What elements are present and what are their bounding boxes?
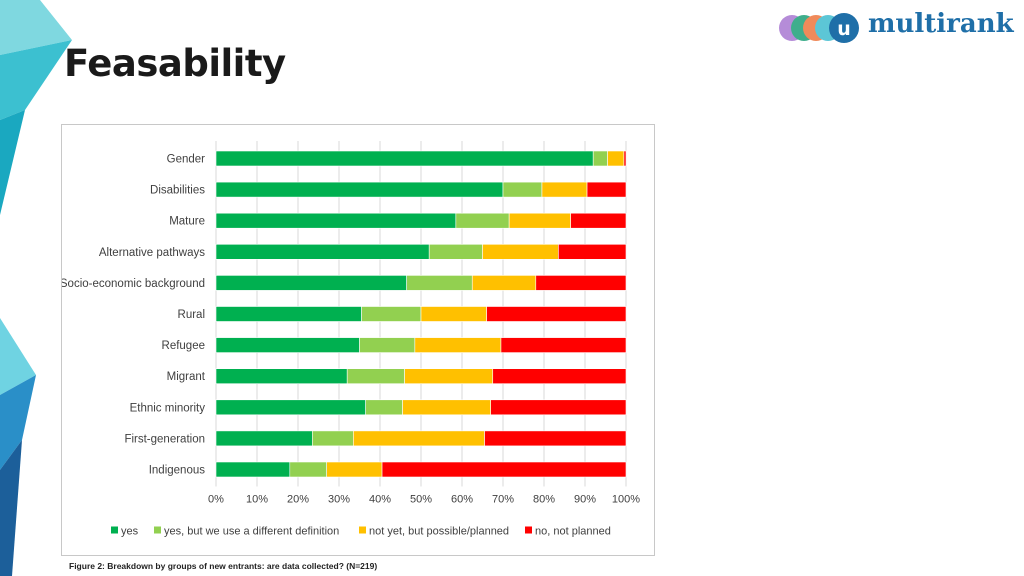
bar-segment bbox=[215, 461, 291, 478]
decorative-shapes bbox=[0, 0, 72, 576]
deco-triangle bbox=[0, 440, 22, 576]
bar-segment bbox=[541, 181, 588, 198]
bar-segment bbox=[592, 150, 608, 167]
legend-label: yes, but we use a different definition bbox=[164, 526, 339, 538]
chart-frame: Gender Disabilities Mature Alternative path… bbox=[61, 124, 655, 556]
category-labels: Gender Disabilities Mature Alternative path… bbox=[62, 154, 206, 477]
deco-triangle bbox=[0, 0, 72, 55]
bar-segment bbox=[420, 306, 487, 322]
bar-segment bbox=[215, 306, 362, 322]
multirank-logo: u bbox=[779, 13, 859, 43]
bar-segment bbox=[404, 368, 494, 384]
bar-segment bbox=[558, 244, 627, 260]
bar-segment bbox=[586, 181, 627, 198]
legend-label: yes bbox=[121, 526, 139, 538]
bar-segment bbox=[500, 337, 627, 353]
bars bbox=[215, 150, 627, 478]
bar-segment bbox=[361, 306, 422, 322]
bar-segment bbox=[471, 275, 537, 291]
bar-segment bbox=[215, 212, 457, 229]
x-tick-label: 30% bbox=[328, 494, 350, 506]
deco-triangle bbox=[0, 110, 25, 215]
category-label: Mature bbox=[169, 216, 205, 228]
bar-segment bbox=[535, 275, 627, 291]
bar-segment bbox=[428, 244, 483, 260]
bar-segment bbox=[215, 337, 360, 353]
x-tick-label: 100% bbox=[612, 494, 640, 506]
category-label: Ethnic minority bbox=[130, 402, 206, 414]
bar-segment bbox=[623, 150, 627, 167]
category-label: Refugee bbox=[162, 340, 205, 352]
category-label: Disabilities bbox=[150, 185, 205, 197]
legend-item: yes, but we use a different definition bbox=[154, 526, 339, 538]
legend-swatch bbox=[111, 526, 118, 534]
bar-segment bbox=[492, 368, 627, 384]
bar-segment bbox=[346, 368, 405, 384]
x-tick-label: 40% bbox=[369, 494, 391, 506]
bar-segment bbox=[484, 430, 627, 447]
legend-item: no, not planned bbox=[525, 526, 611, 538]
logo-text: multirank bbox=[868, 9, 1014, 39]
x-tick-label: 0% bbox=[208, 494, 224, 506]
category-label: Rural bbox=[178, 309, 205, 321]
x-tick-label: 60% bbox=[451, 494, 473, 506]
legend-swatch bbox=[525, 526, 532, 534]
page-title: Feasability bbox=[64, 42, 286, 85]
legend-label: no, not planned bbox=[535, 526, 611, 538]
bar-segment bbox=[486, 306, 627, 322]
x-tick-label: 70% bbox=[492, 494, 514, 506]
category-label: Socio-economic background bbox=[62, 278, 205, 290]
legend-swatch bbox=[154, 526, 161, 534]
bar-segment bbox=[215, 368, 348, 384]
category-label: First-generation bbox=[124, 433, 205, 445]
x-tick-label: 20% bbox=[287, 494, 309, 506]
x-tick-label: 90% bbox=[574, 494, 596, 506]
bar-segment bbox=[570, 212, 627, 229]
bar-segment bbox=[406, 275, 473, 291]
deco-triangle bbox=[0, 375, 36, 470]
deco-triangle bbox=[0, 318, 36, 395]
bar-segment bbox=[215, 181, 504, 198]
category-label: Migrant bbox=[167, 371, 206, 383]
legend-item: not yet, but possible/planned bbox=[359, 526, 509, 538]
x-tick-label: 50% bbox=[410, 494, 432, 506]
bar-segment bbox=[215, 399, 366, 416]
bar-segment bbox=[607, 150, 625, 167]
bar-segment bbox=[312, 430, 354, 447]
bar-segment bbox=[482, 244, 559, 260]
legend: yes yes, but we use a different definitio… bbox=[111, 526, 611, 538]
x-tick-label: 80% bbox=[533, 494, 555, 506]
figure-caption: Figure 2: Breakdown by groups of new ent… bbox=[69, 561, 378, 571]
category-label: Alternative pathways bbox=[99, 247, 205, 259]
legend-swatch bbox=[359, 526, 366, 534]
bar-segment bbox=[215, 244, 430, 260]
deco-triangle bbox=[0, 40, 72, 120]
logo-badge: u bbox=[837, 18, 851, 40]
bar-segment bbox=[381, 461, 627, 478]
bar-segment bbox=[289, 461, 328, 478]
bar-segment bbox=[455, 212, 510, 229]
bar-segment bbox=[402, 399, 491, 416]
stacked-bar-chart: Gender Disabilities Mature Alternative path… bbox=[62, 141, 640, 538]
legend-item: yes bbox=[111, 526, 139, 538]
x-axis-ticks: 0% 10% 20% 30% 40% 50% 60% 70% 80% 90% 100% bbox=[208, 494, 640, 506]
category-label: Gender bbox=[167, 154, 206, 166]
bar-segment bbox=[365, 399, 403, 416]
bar-segment bbox=[215, 150, 594, 167]
legend-label: not yet, but possible/planned bbox=[369, 526, 509, 538]
bar-segment bbox=[326, 461, 383, 478]
bar-segment bbox=[359, 337, 416, 353]
bar-segment bbox=[508, 212, 571, 229]
bar-segment bbox=[353, 430, 485, 447]
logo-circle bbox=[829, 13, 859, 43]
bar-segment bbox=[414, 337, 502, 353]
x-tick-label: 10% bbox=[246, 494, 268, 506]
bar-segment bbox=[502, 181, 543, 198]
bar-segment bbox=[490, 399, 627, 416]
bar-segment bbox=[215, 275, 407, 291]
bar-segment bbox=[215, 430, 313, 447]
category-label: Indigenous bbox=[149, 465, 206, 477]
